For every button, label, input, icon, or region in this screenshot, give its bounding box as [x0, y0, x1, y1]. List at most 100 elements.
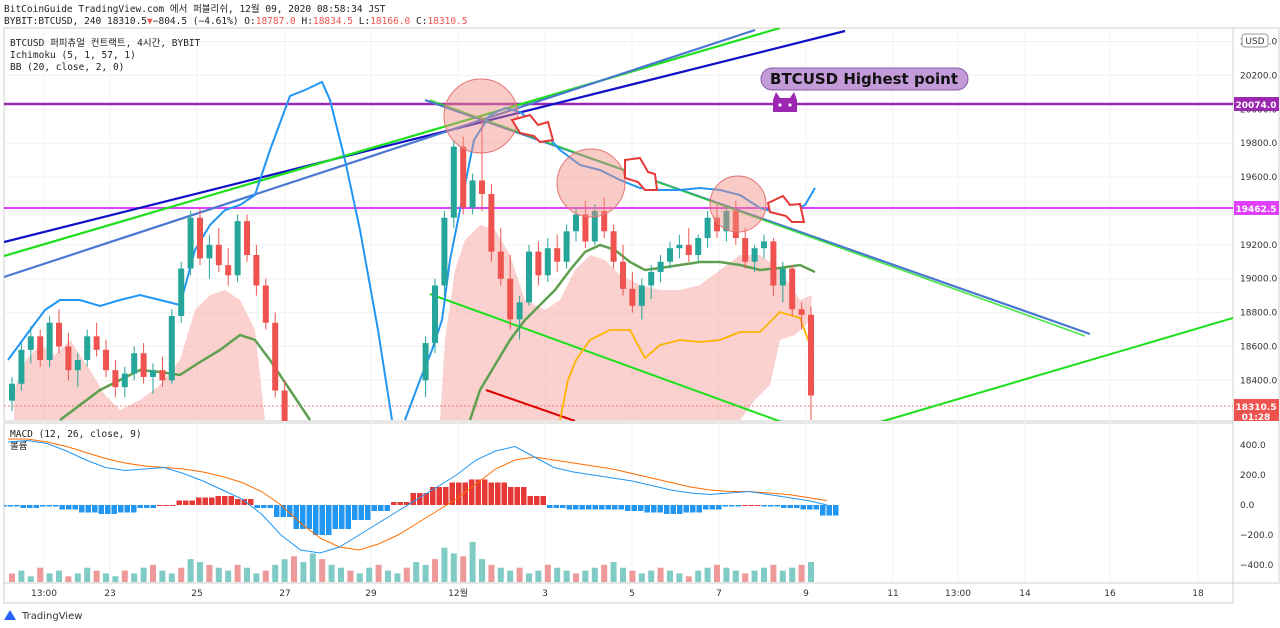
macd-hist-bar [826, 505, 832, 516]
macd-hist-bar [410, 493, 416, 505]
down-arrow-icon: ▼ [147, 16, 153, 27]
callout-box [760, 67, 969, 91]
highlight-circle-right [709, 175, 767, 233]
macd-hist-bar [248, 499, 254, 505]
macd-hist-bar [716, 505, 722, 510]
candle [253, 244, 260, 296]
macd-hist-bar [631, 505, 637, 511]
macd-hist-bar [46, 505, 52, 507]
candle [140, 343, 147, 384]
candle [150, 363, 156, 394]
macd-histogram [4, 479, 839, 535]
volume-bar [84, 567, 91, 582]
volume-bar [620, 567, 626, 582]
price-axis[interactable] [1232, 27, 1280, 584]
candle [488, 183, 495, 262]
volume-bar [704, 567, 711, 582]
candle [9, 376, 15, 411]
candle [422, 336, 429, 398]
volume-bar [18, 570, 25, 582]
candle [554, 234, 561, 272]
time-tick-label: 11 [887, 589, 898, 599]
volume-bar [761, 567, 767, 582]
level-20074-badge: 20074.0 [1234, 97, 1279, 111]
volume-bar [563, 570, 570, 582]
candle [657, 254, 664, 283]
volume-bar [714, 564, 720, 582]
blue-trendline [4, 29, 846, 244]
macd-hist-bar [7, 505, 13, 507]
macd-hist-bar [33, 505, 39, 508]
macd-hist-bar [436, 487, 442, 505]
macd-hist-bar [514, 487, 520, 505]
high-value: 18834.5 [313, 16, 353, 27]
thumbs-down-icon-3 [766, 194, 806, 223]
macd-hist-bar [781, 505, 787, 508]
macd-hist-bar [345, 505, 351, 529]
volume-bar [112, 576, 119, 582]
time-tick-label: 7 [716, 589, 722, 599]
time-tick-label: 14 [1019, 589, 1031, 599]
candle [450, 139, 457, 228]
candle [676, 234, 683, 259]
usd-badge[interactable]: USD [1241, 33, 1269, 48]
volume-bar [460, 556, 467, 582]
macd-axis-ticks: 400.0 200.0 0.0 −200.0 −400.0 [1240, 441, 1274, 571]
macd-signal-line [8, 438, 828, 551]
volume-bar [187, 559, 194, 582]
time-axis[interactable] [3, 582, 1234, 604]
macd-hist-bar [755, 505, 761, 506]
thumbs-down-icon-group [510, 113, 806, 223]
volume-bar [244, 567, 250, 582]
macd-hist-bar [761, 505, 767, 507]
volume-bar [27, 576, 34, 582]
candle [535, 241, 542, 286]
macd-hist-bar [144, 505, 150, 508]
volume-bar [197, 562, 203, 582]
candle [704, 210, 711, 249]
macd-hist-bar [488, 482, 494, 505]
volume-bar [497, 567, 504, 582]
macd-hist-bar [261, 505, 267, 508]
candle [272, 312, 279, 398]
candle [46, 315, 53, 367]
volume-bar [770, 564, 777, 582]
volume-bar [441, 547, 448, 582]
candle [714, 204, 720, 239]
macd-hist-bar [241, 499, 247, 505]
candle [197, 207, 203, 266]
macd-hist-bar [495, 482, 501, 505]
macd-hist-bar [742, 505, 748, 506]
macd-hist-bar [202, 497, 208, 505]
macd-hist-bar [768, 505, 774, 507]
macd-hist-bar [215, 496, 221, 505]
macd-hist-bar [469, 479, 475, 505]
low-label: L: [359, 16, 370, 27]
lower-channel-line [429, 293, 782, 421]
highlight-circle-mid [556, 148, 626, 218]
time-tick-label: 25 [191, 589, 202, 599]
macd-hist-bar [404, 502, 410, 505]
macd-hist-bar [72, 505, 78, 510]
candle [244, 214, 250, 262]
macd-hist-bar [4, 505, 7, 507]
volume-bar [629, 570, 636, 582]
macd-hist-bar [670, 505, 676, 514]
open-value: 18787.0 [256, 16, 296, 27]
macd-plot [4, 438, 839, 582]
svg-text:USD: USD [1245, 37, 1264, 47]
chart-legend: BTCUSD 퍼피츄얼 컨트랙트, 4시간, BYBIT Ichimoku (5… [10, 38, 201, 452]
macd-hist-bar [729, 505, 735, 507]
macd-hist-bar [456, 482, 462, 505]
volume-series [9, 542, 814, 582]
macd-pane[interactable] [3, 422, 1234, 584]
volume-bar [554, 567, 561, 582]
macd-hist-bar [735, 505, 741, 507]
ohlc-header: BYBIT:BTCUSD, 240 18310.5▼−804.5 (−4.61%… [4, 16, 467, 27]
volume-bar [667, 570, 673, 582]
time-tick-label: 18 [1192, 589, 1204, 599]
svg-text:18310.5: 18310.5 [1236, 403, 1277, 413]
volume-bar [479, 559, 485, 582]
macd-tick-label: 400.0 [1240, 441, 1266, 451]
macd-hist-bar [319, 505, 325, 535]
